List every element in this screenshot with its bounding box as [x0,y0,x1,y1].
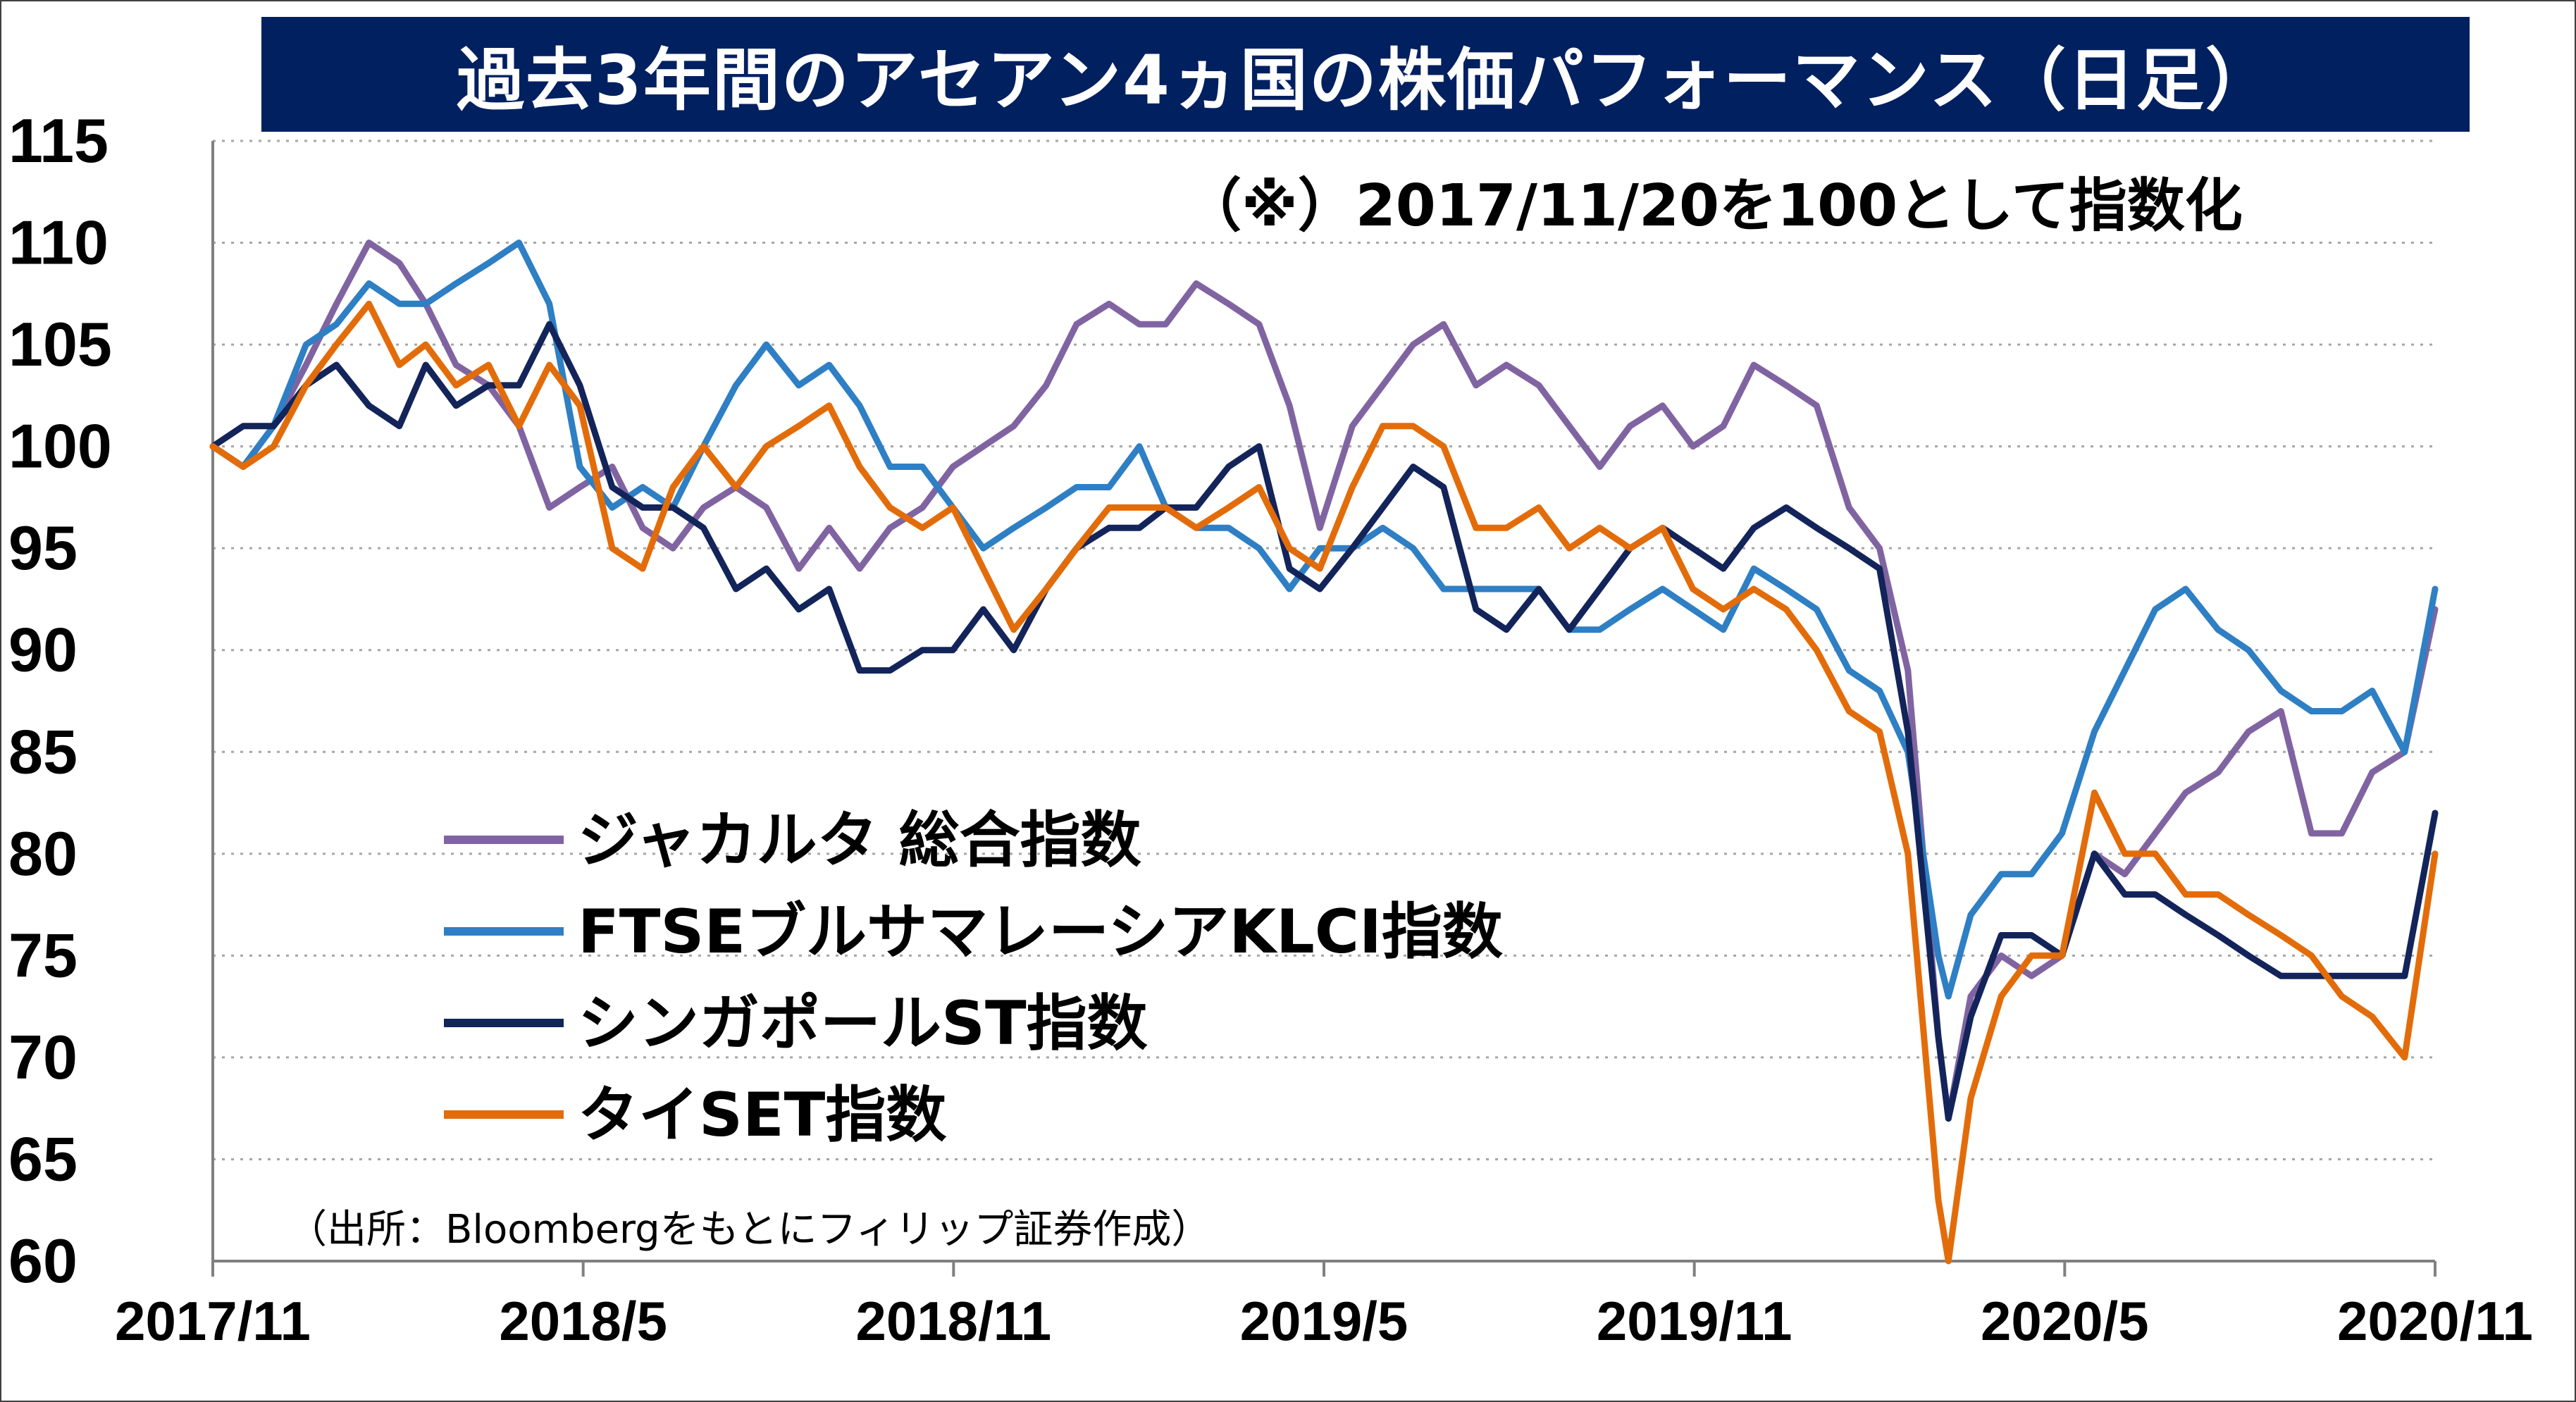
y-tick-label: 95 [8,513,78,583]
x-tick-label: 2018/5 [499,1290,667,1352]
y-tick-label: 80 [8,819,78,888]
y-tick-label: 70 [8,1022,78,1092]
axes [211,141,2435,1263]
legend-label-1: ジャカルタ 総合指数 [578,805,1141,876]
y-tick-label: 110 [8,208,109,278]
x-tick-label: 2018/11 [856,1290,1052,1352]
series-line-1 [209,240,2439,1122]
y-tick-label: 105 [8,309,112,379]
series-line-4 [209,300,2439,1265]
chart-title: 過去3年間のアセアン4ヵ国の株価パフォーマンス（日足） [261,17,2470,132]
y-tick-label: 100 [8,411,112,481]
y-tick-label: 90 [8,615,78,685]
source-note: （出所：Bloombergをもとにフィリップ証券作成） [287,1207,1211,1253]
y-tick-label: 85 [8,716,78,786]
legend-label-3: シンガポールST指数 [578,988,1148,1059]
chart-subtitle: （※）2017/11/20を100として指数化 [1184,173,2243,240]
x-tick-label: 2017/11 [115,1290,311,1352]
y-tick-label: 65 [8,1124,78,1193]
y-tick-label: 115 [8,106,109,175]
x-tick-label: 2019/11 [1597,1290,1792,1352]
legend-label-2: FTSEブルサマレーシアKLCI指数 [578,897,1503,967]
series-line-2 [209,240,2439,1000]
y-tick-label: 60 [8,1226,78,1296]
series-line-3 [209,321,2439,1122]
x-tick-label: 2019/5 [1240,1290,1408,1352]
y-axis-ticks: 60 65 70 75 80 85 90 95 100 105 110 115 [8,106,112,1296]
x-tick-label: 2020/11 [2337,1290,2533,1352]
y-tick-label: 75 [8,920,78,990]
legend: ジャカルタ 総合指数 FTSEブルサマレーシアKLCI指数シンガポールST指数タイ… [444,805,1503,1150]
x-axis-ticks: 2017/11 2018/5 2018/11 2019/5 2019/11 2020/5 2… [115,1261,2533,1352]
series-lines [209,240,2439,1265]
x-tick-label: 2020/5 [1981,1290,2149,1352]
legend-label-4: タイSET指数 [578,1080,946,1150]
